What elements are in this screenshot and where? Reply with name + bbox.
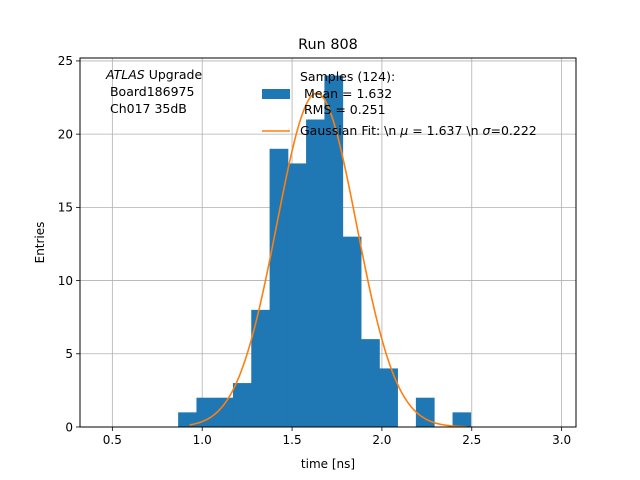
x-tick-label-3: 2.0 — [372, 433, 391, 447]
histogram-bar-2 — [214, 397, 234, 427]
annotation-experiment: ATLAS — [105, 67, 145, 82]
histogram-bar-0 — [178, 412, 197, 427]
x-tick-label-4: 2.5 — [462, 433, 481, 447]
plot-frame — [79, 57, 577, 428]
histogram-bar-15 — [452, 412, 472, 427]
histogram-bar-13 — [415, 397, 435, 427]
histogram-bar-6 — [287, 163, 307, 427]
annotation-board: Board186975 — [106, 84, 194, 99]
histogram-bar-11 — [379, 368, 398, 427]
y-axis-label: Entries — [33, 222, 47, 264]
annotation-channel: Ch017 35dB — [106, 101, 187, 116]
histogram-bar-8 — [324, 75, 344, 428]
annotation-experiment-suffix: Upgrade — [145, 67, 203, 82]
atlas-annotation: ATLAS Upgrade Board186975 Ch017 35dB — [105, 67, 202, 116]
gaussian-fit — [189, 92, 467, 428]
legend-fit-sigma-text: =0.222 — [490, 123, 536, 138]
legend-histogram-line-3: RMS = 0.251 — [300, 102, 386, 117]
annotation-experiment-line: ATLAS Upgrade — [105, 67, 202, 82]
legend-fit-sigma-symbol: σ — [483, 123, 492, 138]
histogram-bars — [178, 75, 472, 428]
x-axis-label: time [ns] — [301, 457, 355, 471]
legend: Samples (124): Mean = 1.632 RMS = 0.251 … — [262, 69, 537, 138]
legend-fit-label: Gaussian Fit: \n μ = 1.637 \n σ=0.222 — [300, 123, 537, 138]
y-tick-label-3: 15 — [58, 201, 73, 215]
histogram-bar-10 — [361, 339, 380, 427]
y-tick-label-1: 5 — [65, 347, 73, 361]
histogram-bar-7 — [306, 119, 325, 427]
y-tick-label-5: 25 — [58, 54, 73, 68]
x-tick-label-2: 1.5 — [283, 433, 302, 447]
y-tick-label-2: 10 — [58, 274, 73, 288]
histogram-bar-9 — [342, 236, 362, 427]
y-axis-ticks: 0 5 10 15 20 25 — [58, 54, 80, 434]
x-axis-ticks: 0.5 1.0 1.5 2.0 2.5 3.0 — [103, 427, 571, 447]
legend-histogram-line-1: Samples (124): — [300, 69, 395, 84]
histogram-bar-1 — [196, 397, 216, 427]
x-tick-label-0: 0.5 — [103, 433, 122, 447]
legend-fit-mu-symbol: μ — [399, 123, 408, 138]
x-tick-label-5: 3.0 — [552, 433, 571, 447]
legend-fit-mu-text: = 1.637 \n — [408, 123, 482, 138]
x-tick-label-1: 1.0 — [193, 433, 212, 447]
histogram-bar-4 — [251, 309, 270, 427]
legend-fit-prefix: Gaussian Fit: \n — [300, 123, 400, 138]
legend-histogram-line-2: Mean = 1.632 — [300, 86, 392, 101]
chart-title: Run 808 — [298, 37, 358, 53]
gaussian-fit-line — [189, 92, 467, 428]
legend-histogram-swatch — [262, 89, 290, 99]
histogram-bar-5 — [269, 148, 289, 428]
y-tick-label-0: 0 — [65, 420, 73, 434]
histogram-bar-3 — [232, 383, 252, 427]
y-tick-label-4: 20 — [58, 127, 73, 141]
